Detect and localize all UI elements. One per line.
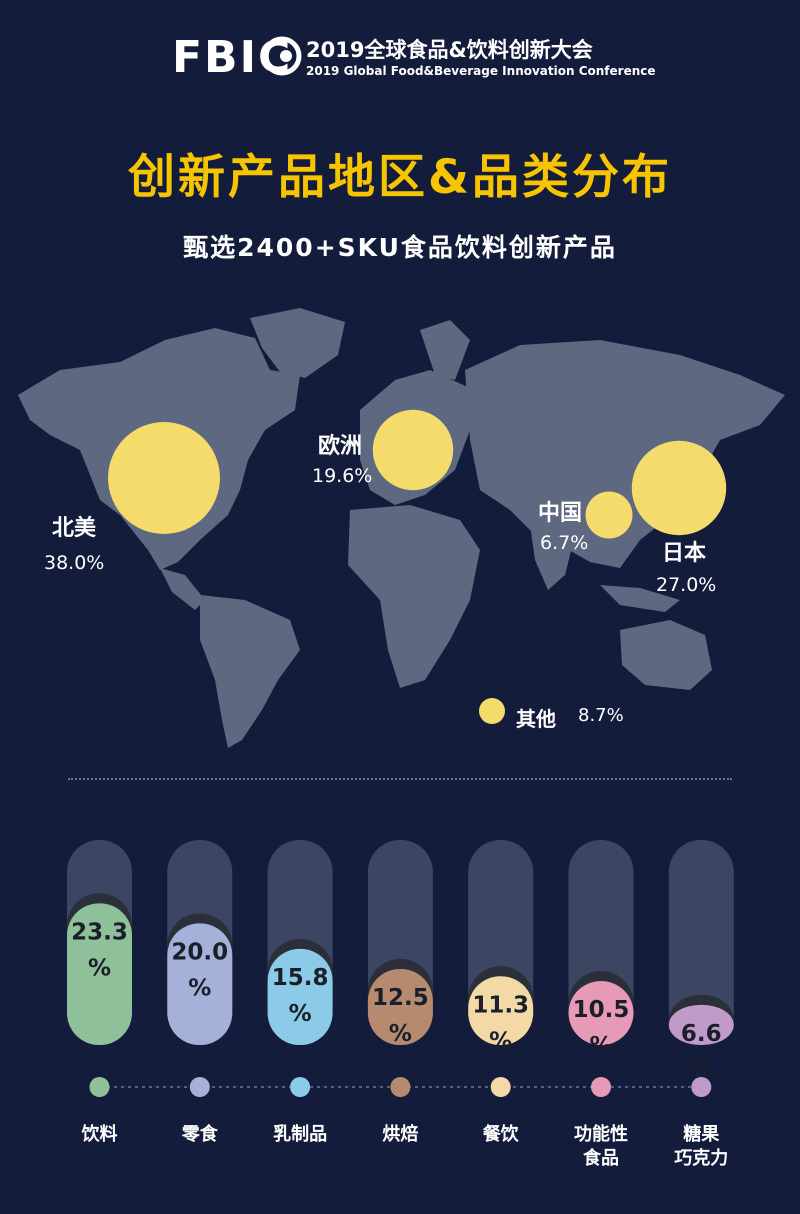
bar	[668, 1004, 734, 1045]
bar-value-label: 15.8	[272, 965, 329, 991]
bar-unit-label: %	[690, 1057, 713, 1083]
legend-dot	[390, 1077, 411, 1097]
bar	[568, 981, 634, 1045]
category-label-line: 零食	[181, 1124, 218, 1145]
asia-landmass	[465, 340, 785, 568]
bar-unit-label: %	[589, 1033, 612, 1059]
category-bar-chart: 23.3% 20.0% 15.8% 12.5% 11.3% 10.5% 6.6%	[67, 840, 734, 1097]
category-label: 糖果 巧克力	[651, 1123, 751, 1171]
bar-value-label: 6.6	[681, 1021, 722, 1047]
category-label: 功能性 食品	[551, 1123, 651, 1171]
conference-title-cn: 2019全球食品&饮料创新大会	[306, 38, 593, 62]
category-label: 餐饮	[451, 1123, 551, 1147]
category-label-line: 功能性	[574, 1124, 628, 1145]
region-label-other: 其他	[516, 707, 556, 731]
bar-value-label: 11.3	[472, 992, 529, 1018]
category-label: 乳制品	[250, 1123, 350, 1147]
south-america-landmass	[200, 595, 300, 748]
bubble-japan	[631, 440, 727, 536]
category-label-line: 食品	[583, 1148, 619, 1169]
category-label-line: 乳制品	[273, 1124, 328, 1145]
bar-unit-label: %	[88, 955, 111, 981]
central-america-landmass	[160, 568, 205, 610]
africa-landmass	[348, 505, 480, 688]
region-label-north-america: 北美	[52, 516, 97, 541]
bar-value-label: 12.5	[372, 985, 429, 1011]
legend-dot	[490, 1077, 511, 1097]
world-map	[18, 308, 785, 748]
bar	[267, 948, 333, 1045]
bubble-north-america	[108, 422, 220, 534]
bar-track	[668, 840, 734, 1045]
region-pct-other: 8.7%	[578, 705, 624, 726]
category-label-line: 巧克力	[674, 1148, 729, 1169]
legend-dot	[89, 1077, 110, 1097]
indonesia-landmass	[600, 585, 680, 612]
bar-unit-label: %	[188, 975, 211, 1001]
region-label-europe: 欧洲	[318, 434, 363, 459]
legend-dot	[189, 1077, 210, 1097]
greenland-landmass	[250, 308, 345, 378]
bar-unit-label: %	[389, 1021, 412, 1047]
bar-unit-label: %	[489, 1028, 512, 1054]
india-landmass	[530, 525, 575, 590]
category-label: 零食	[150, 1123, 250, 1147]
conference-header: FBIC 2019全球食品&饮料创新大会 2019 Global Food&Be…	[0, 28, 800, 88]
category-label-line: 餐饮	[482, 1124, 519, 1145]
category-label: 饮料	[50, 1123, 150, 1147]
bar	[367, 969, 433, 1045]
section-divider	[68, 778, 732, 780]
bar-value-label: 23.3	[71, 919, 128, 945]
legend-dot	[691, 1077, 712, 1097]
category-label-line: 糖果	[683, 1124, 720, 1145]
conference-title-en: 2019 Global Food&Beverage Innovation Con…	[306, 64, 656, 78]
category-label-line: 烘焙	[382, 1124, 419, 1145]
page-title: 创新产品地区&品类分布	[128, 150, 672, 205]
category-label: 烘焙	[350, 1123, 450, 1147]
bar-value-label: 20.0	[171, 939, 228, 965]
page-subtitle: 甄选2400+SKU食品饮料创新产品	[183, 233, 617, 262]
category-label-line: 饮料	[81, 1124, 118, 1145]
legend-dot	[290, 1077, 311, 1097]
bar-unit-label: %	[289, 1001, 312, 1027]
region-label-japan: 日本	[662, 541, 707, 566]
bubble-china	[585, 491, 633, 539]
bar	[67, 903, 132, 1045]
region-label-china: 中国	[538, 501, 583, 526]
region-pct-china: 6.7%	[540, 532, 589, 554]
region-bubbles	[108, 409, 727, 724]
scandinavia-landmass	[420, 320, 470, 380]
bubble-europe	[372, 409, 454, 491]
bar-value-label: 10.5	[573, 997, 630, 1023]
bar	[167, 923, 233, 1045]
logo-mark-icon	[262, 36, 302, 76]
legend-dot	[591, 1077, 611, 1097]
australia-landmass	[620, 620, 712, 690]
region-pct-north-america: 38.0%	[44, 552, 105, 574]
region-pct-europe: 19.6%	[312, 465, 373, 487]
bar	[468, 976, 534, 1045]
bubble-other	[479, 698, 505, 724]
region-pct-japan: 27.0%	[656, 574, 717, 596]
